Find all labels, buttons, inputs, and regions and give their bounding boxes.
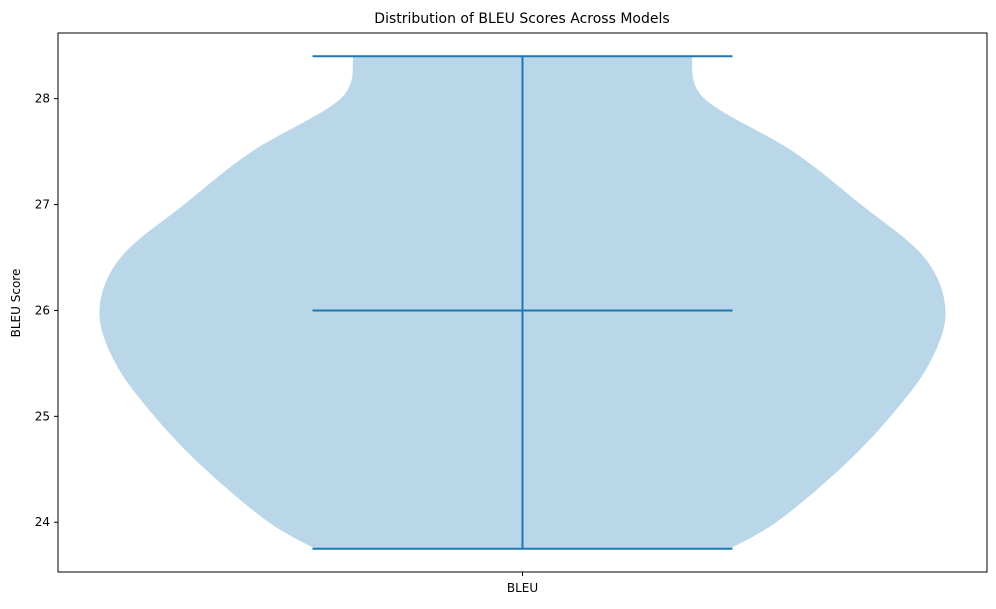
y-tick-label: 28 — [35, 92, 50, 106]
y-tick-label: 24 — [35, 515, 50, 529]
y-axis-label: BLEU Score — [9, 269, 23, 338]
y-tick-label: 26 — [35, 303, 50, 317]
x-tick-label: BLEU — [507, 581, 538, 595]
plot-area: 24 25 26 27 28 BLEU — [35, 32, 988, 595]
y-tick-label: 25 — [35, 409, 50, 423]
chart-title: Distribution of BLEU Scores Across Model… — [374, 11, 669, 27]
y-tick-label: 27 — [35, 198, 50, 212]
